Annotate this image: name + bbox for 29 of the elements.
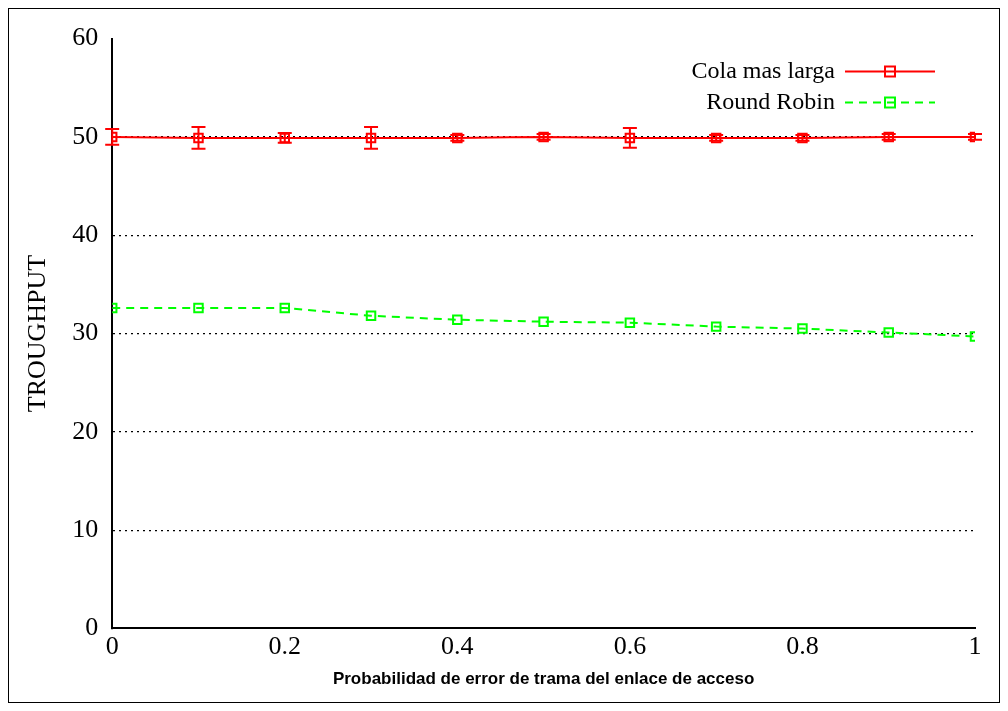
legend-label: Round Robin	[706, 87, 835, 114]
point	[452, 314, 463, 325]
x-tick-label: 0.4	[441, 630, 474, 660]
x-tick-label: 0	[105, 630, 119, 660]
point	[365, 310, 377, 322]
y-tick-label: 30	[72, 317, 99, 347]
legend-label: Cola mas larga	[691, 56, 836, 83]
y-tick-label: 10	[72, 513, 99, 543]
point	[538, 131, 549, 143]
y-tick-label: 20	[72, 415, 99, 445]
y-tick-label: 50	[72, 120, 99, 150]
y-tick-label: 40	[72, 219, 99, 249]
point	[797, 323, 808, 334]
point	[365, 132, 377, 144]
x-tick-label: 0.6	[613, 630, 647, 660]
y-tick-label: 60	[72, 22, 99, 52]
x-tick-label: 0.2	[268, 630, 302, 660]
y-axis-title: TROUGHPUT	[22, 254, 52, 413]
point	[883, 327, 894, 338]
x-tick-label: 0.8	[786, 630, 819, 660]
point	[193, 302, 204, 314]
x-tick-label: 1	[968, 630, 982, 660]
x-axis-title: Probabilidad de error de trama del enlace de acceso	[332, 669, 755, 689]
point	[883, 131, 894, 143]
point	[710, 321, 722, 332]
point	[624, 317, 636, 328]
point	[279, 302, 290, 314]
point	[193, 132, 204, 144]
point	[538, 316, 549, 327]
